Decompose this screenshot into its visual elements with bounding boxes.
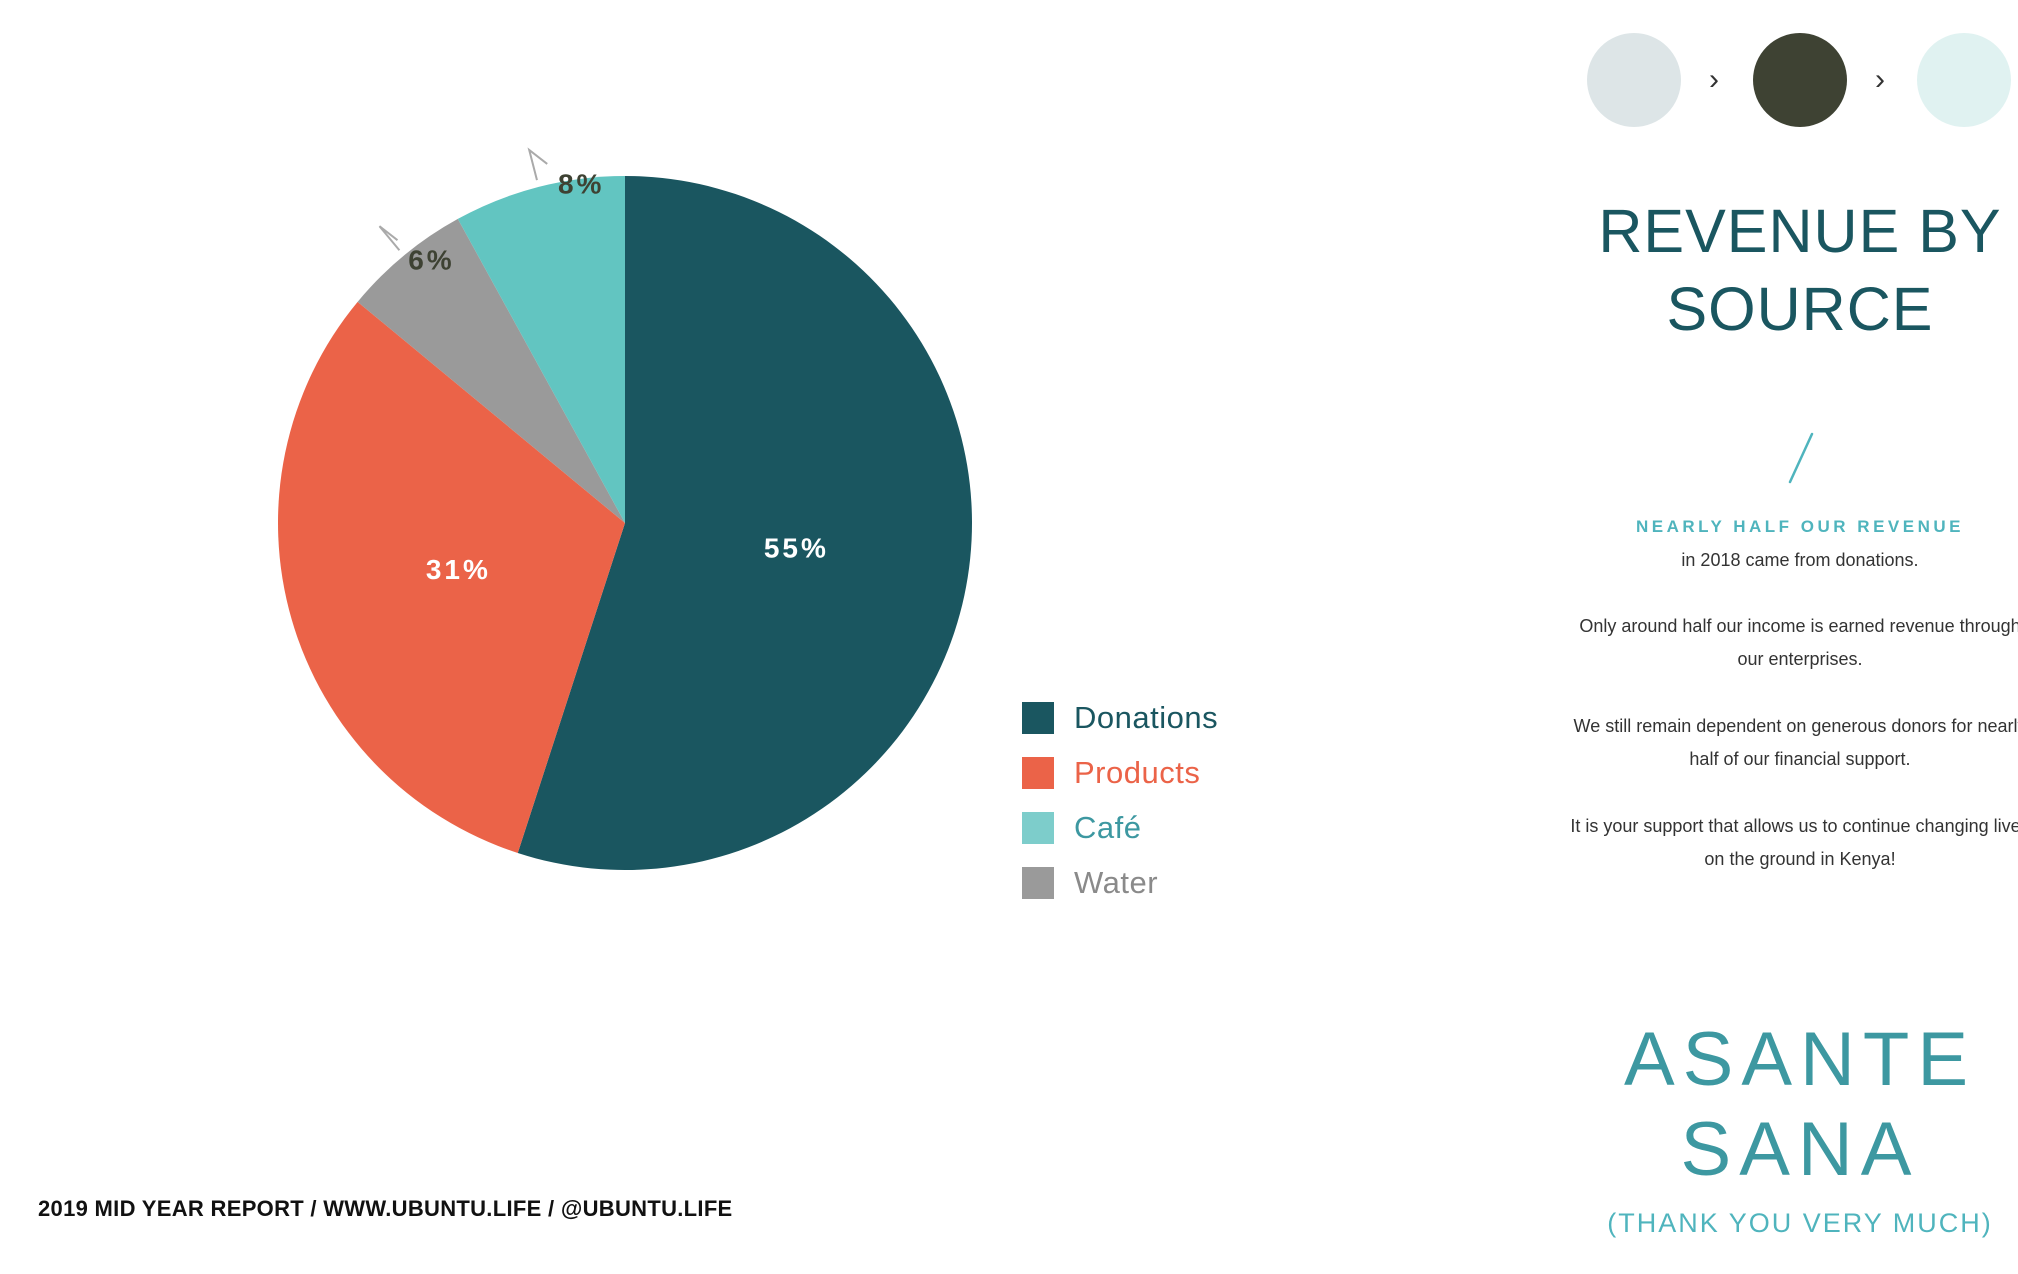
legend-swatch-donations [1022, 701, 1054, 734]
thank-you-text: (THANK YOU VERY MUCH) [1607, 1208, 1993, 1238]
legend-label-products: Products [1074, 754, 1201, 790]
data-label-cafe: 8% [558, 168, 604, 199]
pie-slice-products [277, 301, 625, 854]
legend-item-cafe: Café [1022, 800, 1218, 855]
data-label-water: 6% [408, 245, 454, 276]
pie-slice-donations [517, 176, 973, 871]
page-title-line-2: SOURCE [1666, 275, 1934, 343]
data-label-donations: 55% [764, 533, 829, 564]
pie-slice-cafe [457, 176, 625, 523]
asante-line-2: SANA [1680, 1107, 1920, 1192]
asante-line-1: ASANTE [1623, 1017, 1977, 1102]
chevron-right-icon: › [1709, 63, 1719, 96]
chevron-right-icon: › [1875, 63, 1885, 96]
legend-item-water: Water [1022, 855, 1218, 910]
highlight-text: NEARLY HALF OUR REVENUE [1636, 517, 1964, 536]
legend-item-donations: Donations [1022, 690, 1218, 745]
legend-label-donations: Donations [1074, 699, 1219, 735]
leader-line-water [378, 225, 401, 251]
legend-swatch-products [1022, 756, 1054, 789]
step-circle-2[interactable] [1753, 33, 1847, 127]
slash-divider-icon [1788, 432, 1814, 484]
asante-sana-heading: ASANTE SANA [1560, 1015, 2018, 1195]
step-circle-3[interactable] [1917, 33, 2011, 127]
footer-text: 2019 MID YEAR REPORT / WWW.UBUNTU.LIFE /… [38, 1196, 733, 1221]
paragraph-3: We still remain dependent on generous do… [1573, 716, 2018, 769]
step-indicator: › › [1587, 33, 2011, 127]
paragraph-4: It is your support that allows us to con… [1570, 816, 2018, 869]
step-circle-1[interactable] [1587, 33, 1681, 127]
pie-chart: 55% 31% 6% 8% [277, 147, 973, 871]
leader-line-cafe [527, 147, 548, 181]
legend-label-water: Water [1074, 864, 1159, 900]
paragraph-1: in 2018 came from donations. [1681, 550, 1919, 570]
chart-legend: Donations Products Café Water [1022, 690, 1218, 910]
paragraph-2: Only around half our income is earned re… [1579, 616, 2018, 669]
data-label-products: 31% [426, 554, 491, 585]
page-title-line-1: REVENUE BY [1598, 197, 2002, 265]
page-title: REVENUE BY SOURCE [1560, 192, 2018, 348]
pie-slice-water [357, 218, 625, 524]
legend-swatch-cafe [1022, 811, 1054, 844]
legend-label-cafe: Café [1074, 809, 1142, 845]
legend-item-products: Products [1022, 745, 1218, 800]
legend-swatch-water [1022, 866, 1054, 899]
